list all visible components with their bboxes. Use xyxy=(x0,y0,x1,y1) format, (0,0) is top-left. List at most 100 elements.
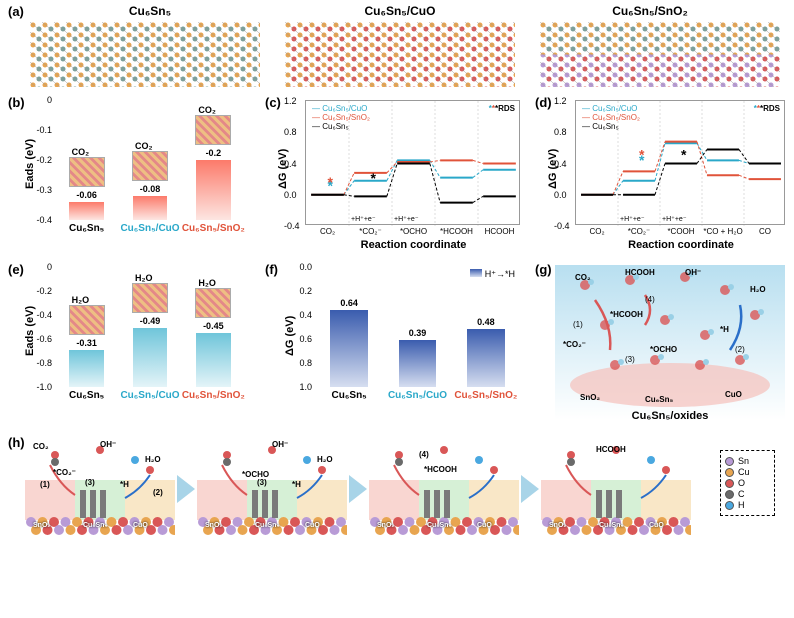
sublabel: +H⁺+e⁻ xyxy=(351,215,376,223)
figure-root: (a) Cu₆Sn₅ Cu₆Sn₅/CuO Cu₆Sn₅/SnO₂ (b) 0-… xyxy=(0,0,794,618)
ylabel: ΔG (eV) xyxy=(547,139,559,189)
sublabel: +H⁺+e⁻ xyxy=(394,215,419,223)
rds-label: ***RDS xyxy=(754,104,780,113)
ytick: 0.8 xyxy=(554,127,567,137)
xtick: *HCOOH xyxy=(435,227,478,236)
ytick: 0.0 xyxy=(299,262,312,272)
h-species-label: (2) xyxy=(153,488,163,497)
atom-name: C xyxy=(738,489,745,499)
legend-item: — Cu₆Sn₅ xyxy=(312,122,349,131)
category-label: Cu₆Sn₅/SnO₂ xyxy=(180,223,246,234)
substrate-label: SnO₂ xyxy=(33,522,51,529)
ytick: -0.2 xyxy=(36,286,52,296)
bar xyxy=(399,340,437,387)
lattice-inset xyxy=(195,115,231,145)
sublabel: +H⁺+e⁻ xyxy=(620,215,645,223)
svg-text:*: * xyxy=(371,170,377,186)
h-species-label: (3) xyxy=(257,478,267,487)
mol-label: H₂O xyxy=(135,273,153,283)
h-species-label: OH⁻ xyxy=(272,440,288,449)
lattice-inset xyxy=(132,283,168,313)
chart-e: 0-0.2-0.4-0.6-0.8-1.0Eads (eV)-0.31H₂OCu… xyxy=(45,267,245,407)
h-panel: SnO₂Cu₆Sn₅CuO*OCHOOH⁻H₂O*H(3) xyxy=(197,440,347,535)
mol-label: CO₂ xyxy=(72,147,90,157)
species-label: *H xyxy=(720,325,729,334)
ytick: 0 xyxy=(47,262,52,272)
mol-label: H₂O xyxy=(72,295,90,305)
species-label: Cu₆Sn₅ xyxy=(645,395,673,404)
label-h: (h) xyxy=(8,435,25,450)
label-e: (e) xyxy=(8,262,24,277)
species-label: SnO₂ xyxy=(580,393,600,402)
substrate-label: CuO xyxy=(133,522,148,529)
legend-item: — Cu₆Sn₅ xyxy=(582,122,619,131)
substrate-label: CuO xyxy=(305,522,320,529)
legend-item: — Cu₆Sn₅/SnO₂ xyxy=(312,113,370,122)
substrate-label: Cu₆Sn₅ xyxy=(255,522,280,529)
species-label: *HCOOH xyxy=(610,310,643,319)
atom-dot xyxy=(725,490,734,499)
arrow-icon xyxy=(177,475,195,503)
bar xyxy=(467,329,505,387)
atom-legend-row: Cu xyxy=(725,467,770,477)
chart-c: ***-0.40.00.40.81.2ΔG (eV)CO₂*CO₂⁻*OCHO*… xyxy=(305,100,520,225)
bar xyxy=(196,333,231,387)
category-label: Cu₆Sn₅/SnO₂ xyxy=(453,390,519,401)
chart-d: ***-0.40.00.40.81.2ΔG (eV)CO₂*CO₂⁻*COOH*… xyxy=(575,100,785,225)
title-a2: Cu₆Sn₅/CuO xyxy=(300,4,500,18)
ylabel: ΔG (eV) xyxy=(277,139,289,189)
atom-legend-row: Sn xyxy=(725,456,770,466)
bar xyxy=(69,202,104,220)
atom-legend: SnCuOCH xyxy=(720,450,775,516)
label-c: (c) xyxy=(265,95,281,110)
atom-dot xyxy=(725,501,734,510)
xlabel: Reaction coordinate xyxy=(306,239,521,251)
atom-legend-row: H xyxy=(725,500,770,510)
category-label: Cu₆Sn₅/SnO₂ xyxy=(180,390,246,401)
bar xyxy=(133,328,168,387)
bar xyxy=(133,196,168,220)
ytick: -0.8 xyxy=(36,358,52,368)
atom-dot xyxy=(725,457,734,466)
h-species-label: H₂O xyxy=(145,455,161,464)
step-label: (2) xyxy=(735,345,745,354)
label-a: (a) xyxy=(8,4,24,19)
panel-g: CO₂HCOOHOH⁻H₂O*HCOOH*CO₂⁻*OCHO*HSnO₂Cu₆S… xyxy=(555,265,785,420)
svg-text:*: * xyxy=(328,174,334,190)
structure-sno2 xyxy=(540,22,780,87)
substrate-label: SnO₂ xyxy=(205,522,223,529)
species-label: *CO₂⁻ xyxy=(563,340,586,349)
bar-value: 0.64 xyxy=(329,298,369,308)
category-label: Cu₆Sn₅/CuO xyxy=(117,223,183,234)
category-label: Cu₆Sn₅ xyxy=(54,223,120,234)
step-label: (4) xyxy=(645,295,655,304)
h-species-label: (4) xyxy=(419,450,429,459)
ytick: -0.4 xyxy=(36,310,52,320)
structure-cuo xyxy=(285,22,515,87)
ytick: 0.0 xyxy=(554,190,567,200)
ytick: 0.4 xyxy=(299,310,312,320)
lattice-inset xyxy=(69,157,105,187)
atom-name: O xyxy=(738,478,745,488)
step-label: (3) xyxy=(625,355,635,364)
species-label: CO₂ xyxy=(575,273,591,282)
h-species-label: (1) xyxy=(40,480,50,489)
title-a3: Cu₆Sn₅/SnO₂ xyxy=(550,4,750,18)
species-label: H₂O xyxy=(750,285,766,294)
substrate-label: CuO xyxy=(477,522,492,529)
mol-label: CO₂ xyxy=(198,105,216,115)
atom-dot xyxy=(725,468,734,477)
xtick: CO xyxy=(744,227,786,236)
category-label: Cu₆Sn₅/CuO xyxy=(385,390,451,401)
label-b: (b) xyxy=(8,95,25,110)
mol-label: CO₂ xyxy=(135,141,153,151)
atom-legend-row: C xyxy=(725,489,770,499)
mol-label: H₂O xyxy=(198,278,216,288)
ytick: 0 xyxy=(47,95,52,105)
xtick: *COOH xyxy=(660,227,702,236)
bar xyxy=(196,160,231,220)
structure-cu6sn5 xyxy=(30,22,260,87)
chart-f: 0.00.20.40.60.81.0ΔG (eV)0.64Cu₆Sn₅0.39C… xyxy=(305,267,520,407)
sublabel: +H⁺+e⁻ xyxy=(662,215,687,223)
lattice-inset xyxy=(132,151,168,181)
